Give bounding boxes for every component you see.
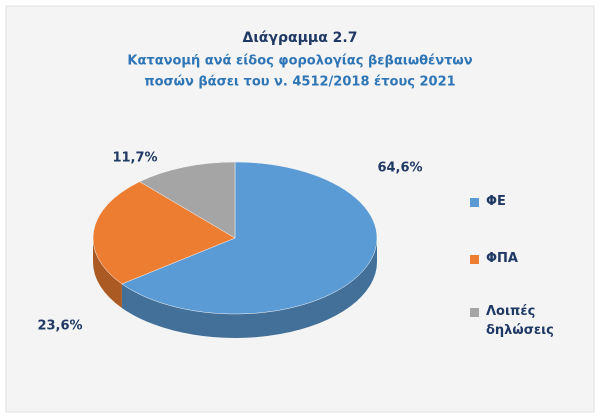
chart-title: Διάγραμμα 2.7 xyxy=(243,30,358,46)
legend-label: Λοιπές δηλώσεις xyxy=(486,304,554,338)
legend-label: ΦΠΑ xyxy=(486,251,518,266)
legend-swatch xyxy=(470,255,479,264)
slice xyxy=(92,181,236,285)
data-label: 11,7% xyxy=(112,151,157,166)
slice xyxy=(121,161,378,315)
legend-swatch xyxy=(470,198,479,207)
chart-subtitle: ποσών βάσει του ν. 4512/2018 έτους 2021 xyxy=(144,75,455,90)
slice xyxy=(139,161,236,239)
data-label: 64,6% xyxy=(377,161,422,176)
legend-swatch xyxy=(470,308,479,317)
slice-side xyxy=(93,238,122,308)
slice-side xyxy=(121,238,377,338)
chart-subtitle: Κατανομή ανά είδος φορολογίας βεβαιωθέντ… xyxy=(127,54,472,69)
data-label: 23,6% xyxy=(37,319,82,334)
legend-label: ΦΕ xyxy=(486,194,506,209)
